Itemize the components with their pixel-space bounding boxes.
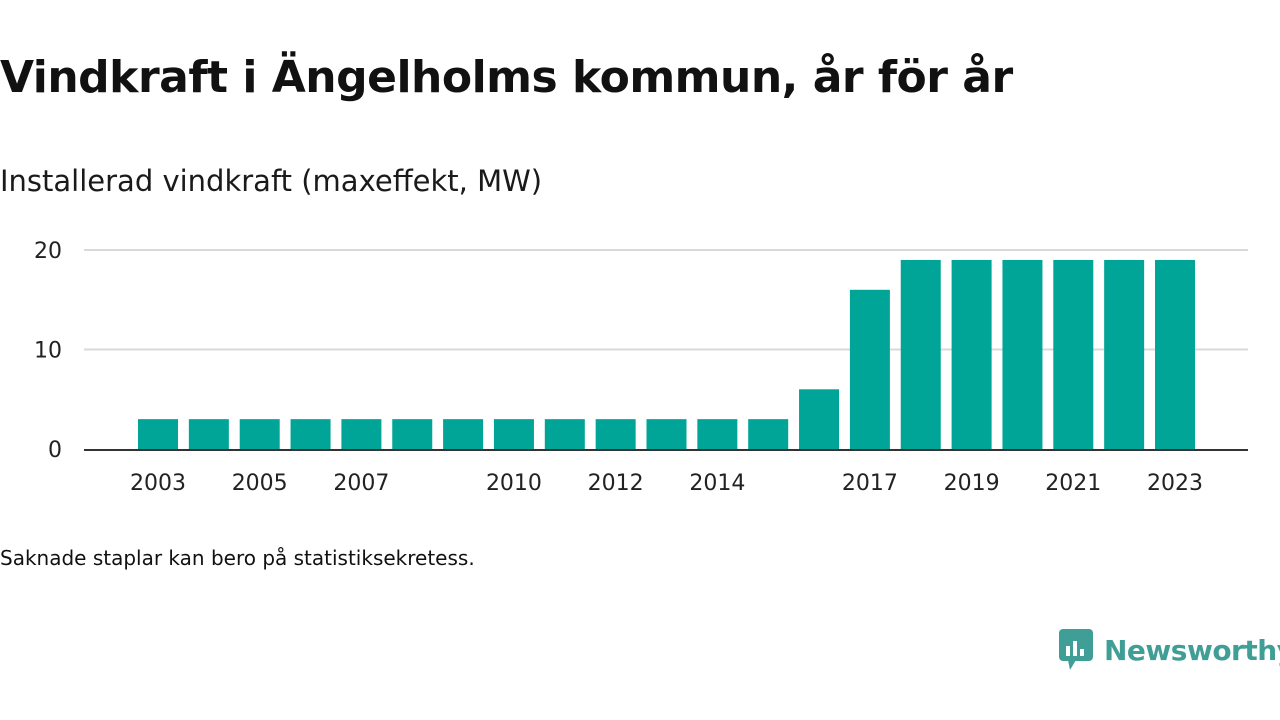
chart-subtitle: Installerad vindkraft (maxeffekt, MW) <box>0 164 543 198</box>
x-tick-label: 2010 <box>486 471 542 496</box>
bar <box>544 419 585 449</box>
bar <box>493 419 534 449</box>
bar <box>1104 259 1145 449</box>
y-tick-label: 20 <box>34 239 62 264</box>
axes: 0 10 20 2003 2005 2007 2010 2012 2014 2017 2019 202… <box>34 239 1248 496</box>
x-tick-label: 2003 <box>130 471 186 496</box>
bar <box>341 419 382 449</box>
bar <box>1002 259 1043 449</box>
chart-speech-bubble-icon <box>1059 629 1093 670</box>
x-tick-label: 2012 <box>588 471 644 496</box>
bar <box>239 419 280 449</box>
bar <box>799 389 840 449</box>
bar <box>290 419 331 449</box>
bar <box>1155 259 1195 449</box>
bar <box>1053 259 1094 449</box>
bar <box>900 259 941 449</box>
bar <box>849 289 890 449</box>
x-tick-label: 2014 <box>689 471 745 496</box>
bar <box>595 419 636 449</box>
y-tick-label: 10 <box>34 339 62 364</box>
bar <box>138 419 178 449</box>
bar <box>392 419 433 449</box>
chart-title: Vindkraft i Ängelholms kommun, år för år <box>0 52 1013 103</box>
x-tick-label: 2017 <box>842 471 898 496</box>
bar <box>188 419 229 449</box>
brand-name: Newsworthy <box>1104 633 1280 667</box>
x-tick-label: 2021 <box>1045 471 1101 496</box>
bar <box>748 419 789 449</box>
bars <box>138 259 1195 449</box>
x-tick-label: 2005 <box>232 471 288 496</box>
x-tick-label: 2023 <box>1147 471 1203 496</box>
bar <box>697 419 738 449</box>
x-tick-label: 2019 <box>944 471 1000 496</box>
bar <box>443 419 484 449</box>
footnote: Saknade staplar kan bero på statistiksek… <box>0 546 475 570</box>
x-tick-label: 2007 <box>333 471 389 496</box>
bar <box>646 419 687 449</box>
newsworthy-logo: Newsworthy <box>1058 628 1280 672</box>
bar <box>951 259 992 449</box>
y-tick-label: 0 <box>48 438 62 463</box>
